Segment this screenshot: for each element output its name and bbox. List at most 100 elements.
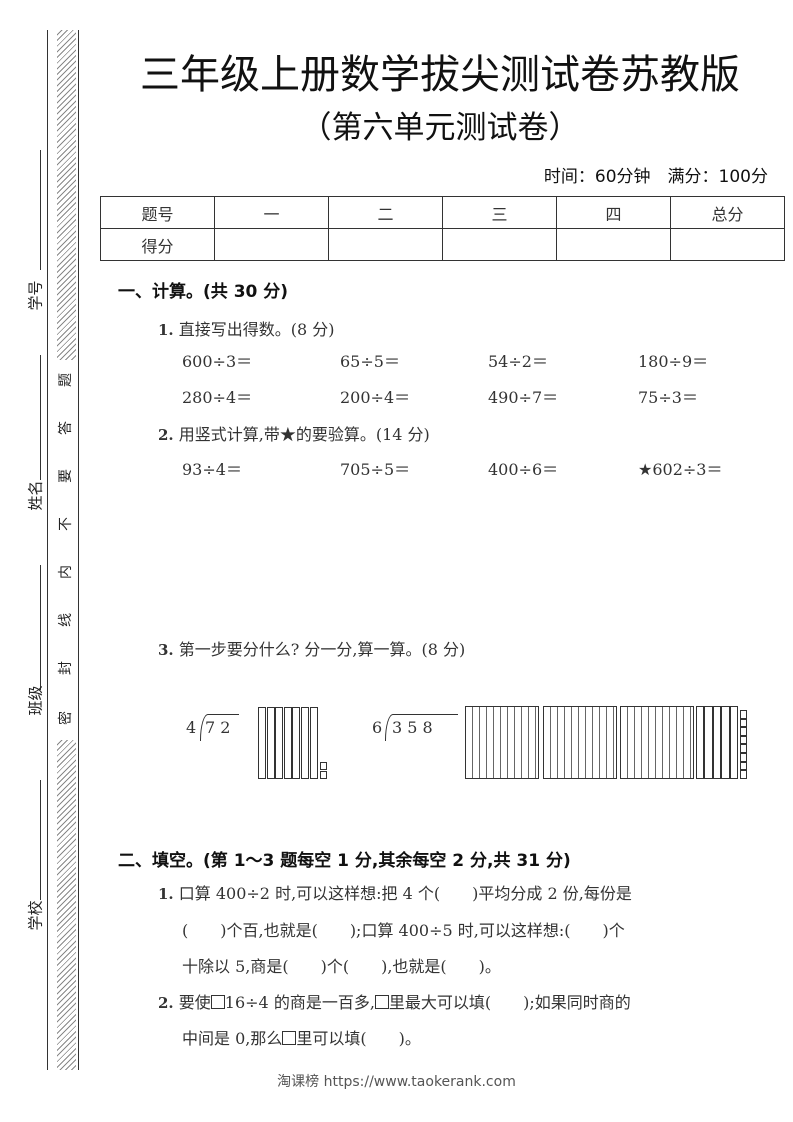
ones-cube xyxy=(739,710,747,719)
header-cell: 一 xyxy=(214,196,329,229)
equation: 54÷2＝ xyxy=(488,352,548,371)
page-title: 三年级上册数学拔尖测试卷苏教版 xyxy=(140,52,740,98)
question-line: ( )个百,也就是( );口算 400÷5 时,可以这样想:( )个 xyxy=(182,921,625,940)
question-number: 2. xyxy=(158,994,174,1012)
header-cell: 四 xyxy=(556,196,671,229)
tens-rod xyxy=(258,707,266,779)
exam-meta: 时间：60分钟 满分：100分 xyxy=(543,167,768,187)
footer-watermark: 淘课榜 https://www.taokerank.com xyxy=(277,1074,516,1090)
ones-cube xyxy=(739,761,747,771)
seal-char: 不 xyxy=(58,517,74,531)
equation: 75÷3＝ xyxy=(638,388,698,407)
ones-cube xyxy=(739,744,747,753)
question-text: 16÷4 的商是一百多, xyxy=(224,993,375,1012)
seal-char: 密 xyxy=(58,711,74,725)
section2-heading: 二、填空。(第 1～3 题每空 1 分,其余每空 2 分,共 31 分) xyxy=(118,851,571,871)
name-label: 姓名 xyxy=(26,480,45,511)
ones-cube xyxy=(739,718,747,728)
score-cell[interactable] xyxy=(214,228,329,261)
equation: 400÷6＝ xyxy=(488,460,559,479)
class-label: 班级 xyxy=(26,685,45,716)
tens-rod xyxy=(704,706,713,779)
score-cell[interactable] xyxy=(442,228,557,261)
school-label: 学校 xyxy=(26,900,45,931)
equation: ★602÷3＝ xyxy=(638,460,723,479)
ones-cube xyxy=(739,735,747,745)
blank-box[interactable] xyxy=(210,995,225,1009)
tens-rod xyxy=(729,706,739,779)
sidebar-line xyxy=(47,30,48,1070)
seal-char: 题 xyxy=(58,373,74,387)
dividend: 7 2 xyxy=(205,718,231,737)
tens-rod xyxy=(292,707,301,779)
tens-rod xyxy=(266,707,275,779)
score-table: 题号 一 二 三 四 总分 得分 xyxy=(100,196,785,261)
table-row: 题号 一 二 三 四 总分 xyxy=(100,196,785,229)
tens-rod xyxy=(275,707,284,779)
question-text: 第一步要分什么? 分一分,算一算。(8 分) xyxy=(178,640,466,659)
tens-rod xyxy=(695,706,704,779)
divisor: 4 xyxy=(186,718,197,737)
tens-rod xyxy=(309,707,318,779)
question-text: 用竖式计算,带★的要验算。(14 分) xyxy=(178,425,430,444)
tens-rod xyxy=(301,707,309,779)
seal-char: 线 xyxy=(58,613,74,627)
section1-heading: 一、计算。(共 30 分) xyxy=(118,282,289,302)
equation: 93÷4＝ xyxy=(182,460,242,479)
hundreds-flat xyxy=(620,706,694,779)
question-number: 3. xyxy=(158,641,174,659)
header-cell: 总分 xyxy=(670,196,785,229)
header-cell: 三 xyxy=(442,196,557,229)
question-line: 十除以 5,商是( )个( ),也就是( )。 xyxy=(182,957,501,976)
tens-rod xyxy=(712,706,722,779)
name-line xyxy=(40,355,41,480)
ones-cube xyxy=(320,762,328,770)
question-line: 口算 400÷2 时,可以这样想:把 4 个( )平均分成 2 份,每份是 xyxy=(178,884,632,903)
question-number: 2. xyxy=(158,426,174,444)
score-cell[interactable] xyxy=(328,228,443,261)
division-bracket xyxy=(200,714,239,741)
question-number: 1. xyxy=(158,321,174,339)
header-cell: 二 xyxy=(328,196,443,229)
seal-char: 内 xyxy=(58,565,74,579)
equation: 490÷7＝ xyxy=(488,388,559,407)
question-number: 1. xyxy=(158,885,174,903)
row-label: 得分 xyxy=(100,228,215,261)
class-line xyxy=(40,565,41,690)
blank-box[interactable] xyxy=(282,1031,297,1045)
blank-box[interactable] xyxy=(374,995,389,1009)
hundreds-flat xyxy=(542,706,617,779)
equation: 180÷9＝ xyxy=(638,352,709,371)
score-cell[interactable] xyxy=(556,228,671,261)
student-no-label: 学号 xyxy=(26,280,45,311)
ones-cube xyxy=(739,770,747,779)
divisor: 6 xyxy=(372,718,383,737)
sidebar-line xyxy=(78,30,79,1070)
student-no-line xyxy=(40,150,41,270)
seal-char: 封 xyxy=(58,661,74,675)
table-row: 得分 xyxy=(100,228,785,261)
hatch-strip xyxy=(57,30,76,360)
page-subtitle: （第六单元测试卷） xyxy=(300,110,580,146)
question-text: 中间是 0,那么 xyxy=(182,1029,283,1048)
score-cell[interactable] xyxy=(670,228,785,261)
equation: 600÷3＝ xyxy=(182,352,253,371)
seal-char: 要 xyxy=(58,469,74,483)
hundreds-flat xyxy=(465,706,539,779)
ones-cube xyxy=(739,753,747,762)
school-line xyxy=(40,780,41,900)
division-bracket xyxy=(385,714,458,741)
ones-cube xyxy=(320,770,328,779)
tens-rod xyxy=(721,706,730,779)
equation: 280÷4＝ xyxy=(182,388,253,407)
question-text: 直接写出得数。(8 分) xyxy=(178,320,335,339)
header-cell: 题号 xyxy=(100,196,215,229)
question-text: 里最大可以填( );如果同时商的 xyxy=(388,993,631,1012)
seal-char: 答 xyxy=(58,421,74,435)
equation: 65÷5＝ xyxy=(340,352,400,371)
question-text: 里可以填( )。 xyxy=(296,1029,421,1048)
equation: 200÷4＝ xyxy=(340,388,411,407)
question-text: 要使 xyxy=(178,993,211,1012)
hatch-strip xyxy=(57,740,76,1070)
